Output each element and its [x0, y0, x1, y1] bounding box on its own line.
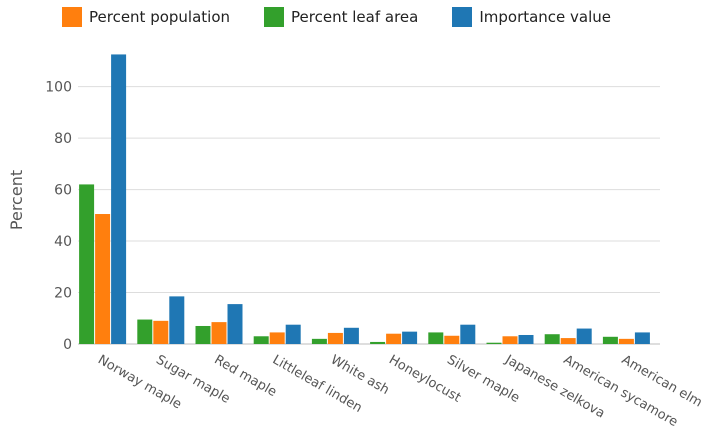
bar-percent-leaf-area-silver-maple — [428, 332, 444, 344]
bar-percent-leaf-area-american-sycamore — [544, 334, 560, 344]
bar-importance-value-american-sycamore — [576, 328, 592, 344]
legend-item-percent-leaf-area[interactable]: Percent leaf area — [264, 7, 418, 27]
bar-percent-population-sugar-maple — [153, 320, 169, 344]
bar-percent-leaf-area-japanese-zelkova — [486, 342, 502, 344]
bar-percent-population-american-elm — [618, 338, 634, 344]
bar-percent-leaf-area-red-maple — [195, 325, 211, 344]
bar-percent-population-white-ash — [327, 332, 343, 344]
x-tick-label-japanese-zelkova: Japanese zelkova — [502, 352, 608, 422]
bar-percent-leaf-area-sugar-maple — [137, 319, 153, 344]
bar-importance-value-japanese-zelkova — [518, 334, 534, 344]
bar-percent-population-littleleaf-linden — [269, 332, 285, 344]
y-tick-label-100: 100 — [45, 80, 72, 96]
bar-percent-population-honeylocust — [386, 333, 402, 344]
bar-percent-leaf-area-white-ash — [311, 338, 327, 344]
bar-importance-value-honeylocust — [402, 331, 418, 344]
bar-importance-value-sugar-maple — [169, 296, 185, 344]
legend-swatch-importance-value — [452, 7, 473, 27]
y-tick-label-80: 80 — [54, 131, 72, 147]
bar-importance-value-norway-maple — [111, 54, 127, 344]
bar-percent-leaf-area-norway-maple — [79, 184, 95, 344]
legend-item-importance-value[interactable]: Importance value — [452, 7, 611, 27]
y-axis-label: Percent — [7, 170, 26, 230]
legend-item-percent-population[interactable]: Percent population — [62, 7, 230, 27]
bar-importance-value-american-elm — [634, 332, 650, 344]
y-tick-label-40: 40 — [54, 234, 72, 250]
legend-label-percent-leaf-area: Percent leaf area — [291, 8, 419, 26]
bar-percent-population-japanese-zelkova — [502, 336, 518, 344]
bar-importance-value-red-maple — [227, 304, 243, 344]
bar-percent-leaf-area-american-elm — [602, 336, 618, 344]
legend-label-percent-population: Percent population — [89, 8, 231, 26]
y-tick-label-20: 20 — [54, 286, 72, 302]
bar-percent-population-red-maple — [211, 322, 227, 344]
legend-label-importance-value: Importance value — [479, 8, 612, 26]
bar-percent-leaf-area-honeylocust — [370, 341, 386, 344]
bar-importance-value-white-ash — [343, 327, 359, 344]
bar-importance-value-silver-maple — [460, 324, 476, 344]
bar-percent-population-silver-maple — [444, 335, 460, 344]
bar-percent-leaf-area-littleleaf-linden — [253, 336, 269, 344]
bar-importance-value-littleleaf-linden — [285, 324, 301, 344]
legend-swatch-percent-leaf-area — [264, 7, 285, 27]
y-tick-label-60: 60 — [54, 183, 72, 199]
y-tick-label-0: 0 — [63, 337, 72, 353]
bar-percent-population-norway-maple — [95, 214, 111, 344]
legend-swatch-percent-population — [62, 7, 82, 27]
bar-percent-population-american-sycamore — [560, 338, 576, 344]
chart-legend: Percent population Percent leaf area Imp… — [62, 7, 645, 27]
